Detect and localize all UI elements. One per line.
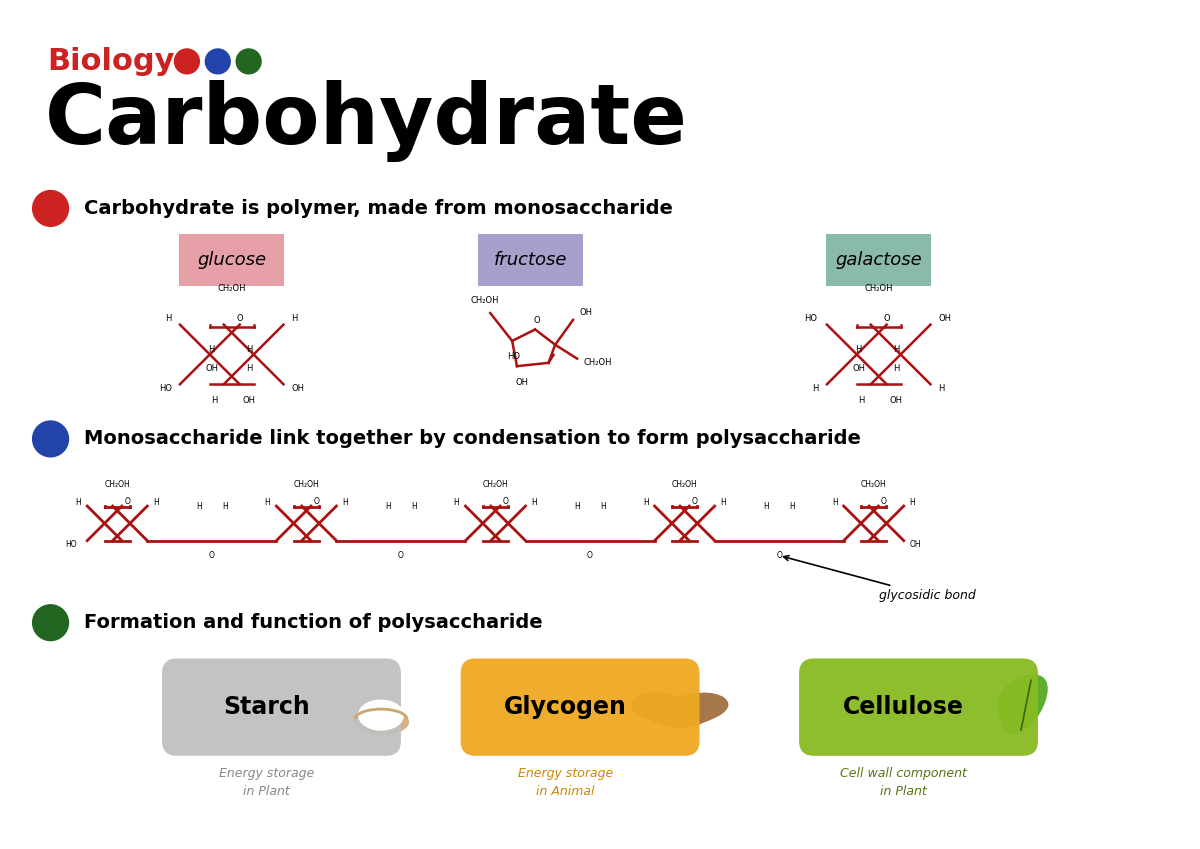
Text: H: H (454, 498, 460, 507)
Text: O: O (587, 550, 593, 559)
Text: H: H (720, 498, 726, 507)
Text: glucose: glucose (197, 251, 266, 269)
Text: HO: HO (158, 384, 172, 393)
Text: Carbohydrate: Carbohydrate (44, 80, 688, 162)
Ellipse shape (359, 700, 403, 730)
Text: O: O (503, 497, 509, 506)
FancyBboxPatch shape (162, 659, 401, 756)
Text: H: H (643, 498, 649, 507)
Text: OH: OH (852, 364, 865, 373)
Text: H: H (246, 364, 253, 373)
Text: CH₂OH: CH₂OH (294, 481, 319, 489)
Text: fructose: fructose (493, 251, 568, 269)
Text: H: H (166, 314, 172, 323)
Text: H: H (832, 498, 838, 507)
Text: CH₂OH: CH₂OH (104, 481, 130, 489)
Text: O: O (398, 550, 404, 559)
Text: H: H (763, 502, 769, 510)
Text: Biology: Biology (48, 47, 175, 76)
Circle shape (205, 49, 230, 74)
Text: OH: OH (205, 364, 218, 373)
Text: H: H (246, 345, 253, 354)
Text: H: H (894, 345, 900, 354)
Text: CH₂OH: CH₂OH (672, 481, 697, 489)
Text: H: H (410, 502, 416, 510)
Text: HO: HO (804, 314, 817, 323)
Text: H: H (856, 345, 862, 354)
Text: CH₂OH: CH₂OH (470, 296, 498, 305)
Text: Starch: Starch (223, 695, 310, 719)
Text: OH: OH (516, 378, 528, 387)
Text: CH₂OH: CH₂OH (860, 481, 887, 489)
Text: H: H (894, 364, 900, 373)
Circle shape (32, 421, 68, 457)
Text: O: O (534, 316, 540, 325)
Circle shape (174, 49, 199, 74)
Text: H: H (209, 345, 215, 354)
Text: Glycogen: Glycogen (504, 695, 626, 719)
Text: H: H (196, 502, 202, 510)
Text: H: H (385, 502, 391, 510)
Text: H: H (76, 498, 82, 507)
Text: H: H (154, 498, 158, 507)
Text: H: H (211, 396, 218, 405)
Text: O: O (883, 314, 890, 323)
Text: CH₂OH: CH₂OH (864, 284, 893, 293)
Text: CH₂OH: CH₂OH (482, 481, 509, 489)
Circle shape (32, 604, 68, 641)
Text: O: O (691, 497, 697, 506)
FancyBboxPatch shape (461, 659, 700, 756)
Text: H: H (265, 498, 270, 507)
Polygon shape (998, 674, 1048, 734)
Text: H: H (790, 502, 794, 510)
FancyBboxPatch shape (180, 234, 284, 286)
Text: CH₂OH: CH₂OH (583, 358, 612, 367)
Text: H: H (342, 498, 348, 507)
Circle shape (236, 49, 262, 74)
Text: O: O (209, 550, 215, 559)
Text: Formation and function of polysaccharide: Formation and function of polysaccharide (84, 613, 544, 633)
Text: O: O (236, 314, 242, 323)
Text: H: H (222, 502, 228, 510)
Text: Carbohydrate is polymer, made from monosaccharide: Carbohydrate is polymer, made from monos… (84, 199, 673, 218)
Text: OH: OH (938, 314, 952, 323)
Circle shape (32, 190, 68, 227)
Text: H: H (812, 384, 818, 393)
Text: OH: OH (889, 396, 902, 405)
Text: H: H (910, 498, 916, 507)
Text: Cellulose: Cellulose (844, 695, 964, 719)
Text: HO: HO (508, 352, 521, 362)
Polygon shape (631, 693, 728, 728)
Text: Monosaccharide link together by condensation to form polysaccharide: Monosaccharide link together by condensa… (84, 430, 862, 448)
Text: H: H (532, 498, 538, 507)
Text: Energy storage
in Animal: Energy storage in Animal (517, 767, 613, 798)
Text: H: H (858, 396, 865, 405)
Text: OH: OH (580, 308, 592, 318)
Text: O: O (313, 497, 319, 506)
Text: O: O (881, 497, 887, 506)
Text: H: H (938, 384, 944, 393)
Ellipse shape (354, 710, 408, 734)
Text: H: H (575, 502, 580, 510)
Text: OH: OH (292, 384, 305, 393)
Text: Energy storage
in Plant: Energy storage in Plant (218, 767, 314, 798)
FancyBboxPatch shape (478, 234, 582, 286)
Text: H: H (600, 502, 606, 510)
Text: Cell wall component
in Plant: Cell wall component in Plant (840, 767, 967, 798)
FancyBboxPatch shape (827, 234, 931, 286)
Text: OH: OH (242, 396, 256, 405)
Text: glycosidic bond: glycosidic bond (784, 555, 976, 602)
Text: H: H (292, 314, 298, 323)
Text: O: O (776, 550, 782, 559)
Text: HO: HO (66, 540, 77, 549)
Text: CH₂OH: CH₂OH (217, 284, 246, 293)
Text: galactose: galactose (835, 251, 922, 269)
Text: OH: OH (910, 540, 922, 549)
Text: O: O (125, 497, 130, 506)
FancyBboxPatch shape (799, 659, 1038, 756)
